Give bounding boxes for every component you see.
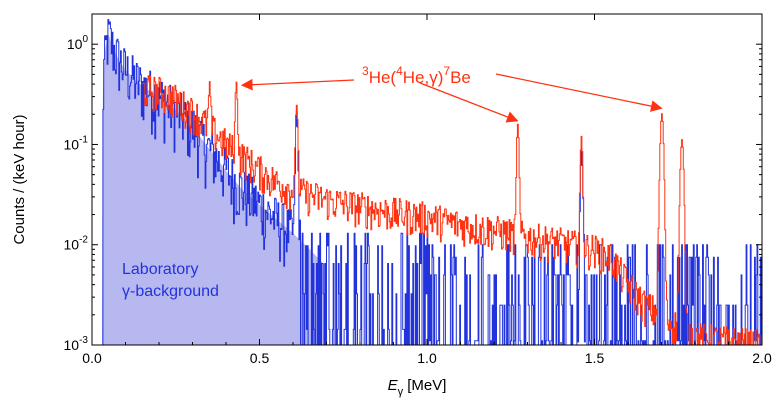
y-tick-exponent: -2 [79,235,88,246]
x-axis-label-unit: [MeV] [403,377,446,394]
x-tick-label: 1.0 [417,350,437,366]
reaction-arrow [420,83,517,121]
background-label-line: Laboratory [122,261,199,278]
y-tick-label: 10-2 [64,235,89,253]
reaction-label: 3He(4He,γ)7Be [362,64,471,87]
y-tick-label: 10-1 [64,134,89,152]
y-tick-label: 100 [67,34,89,52]
reaction-label-text: Be [450,68,471,87]
background-label-line: γ-background [122,283,219,300]
x-tick-label: 0.0 [82,350,102,366]
reaction-label-text: He( [369,68,397,87]
y-tick-exponent: -3 [79,335,88,346]
x-axis-label: Eγ [MeV] [388,377,447,398]
y-tick-exponent: 0 [82,34,88,45]
x-tick-label: 2.0 [752,350,772,366]
y-axis-label: Counts / (keV hour) [11,114,28,244]
reaction-arrow [242,80,354,85]
y-tick-exponent: -1 [79,134,88,145]
reaction-arrow [496,74,662,108]
x-tick-label: 1.5 [585,350,605,366]
x-tick-label: 0.5 [250,350,270,366]
